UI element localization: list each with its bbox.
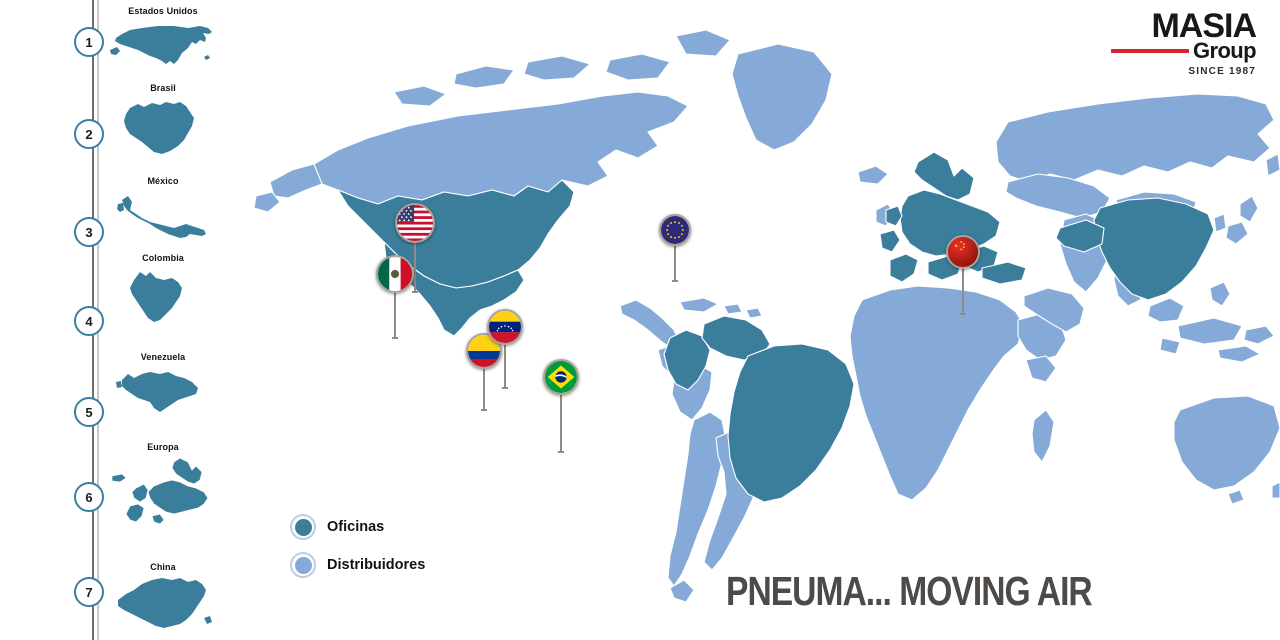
timeline-number-3[interactable]: 3 [74,217,104,247]
legend-label-oficinas: Oficinas [327,519,385,535]
usa-shape-icon [108,20,218,74]
timeline-number-1[interactable]: 1 [74,27,104,57]
timeline-label-2: Brasil [150,83,176,93]
china-shape-icon [108,574,218,634]
timeline-number-2[interactable]: 2 [74,119,104,149]
timeline-label-3: México [147,176,179,186]
logo-red-bar [1111,49,1189,54]
legend-item-oficinas[interactable]: Oficinas [290,508,425,546]
timeline-number-5[interactable]: 5 [74,397,104,427]
venezuela-flag-pin[interactable] [487,309,523,389]
logo-since-text: SINCE 1987 [1188,66,1256,78]
europe-shape-icon [108,454,218,528]
office-regions [337,151,1215,503]
usa-flag-icon [397,205,433,241]
china-flag-icon [948,237,978,267]
mexico-shape-icon [108,190,218,248]
timeline-label-4: Colombia [142,253,184,263]
timeline-number-7[interactable]: 7 [74,577,104,607]
brazil-flag-pin[interactable] [543,359,579,453]
timeline-number-6[interactable]: 6 [74,482,104,512]
brazil-shape-icon [108,96,218,158]
venezuela-flag-icon [489,311,521,343]
world-map-svg [253,29,1280,603]
world-map [218,0,1280,640]
logo-wordmark: MASIA [1151,7,1257,45]
filled-circle-icon-oficinas [290,514,316,540]
country-timeline-sidebar: Estados Unidos 1 Brasil 2 México 3 Colom… [0,0,220,640]
timeline-label-7: China [150,562,176,572]
timeline-label-5: Venezuela [140,352,186,362]
europe-flag-pin[interactable] [659,214,691,282]
timeline-label-6: Europa [147,442,179,452]
distributor-regions [253,29,1280,603]
timeline-label-1: Estados Unidos [128,6,198,16]
brazil-flag-icon [545,361,577,393]
legend-item-distribuidores[interactable]: Distribuidores [290,546,425,584]
map-legend: Oficinas Distribuidores [290,508,425,584]
usa-flag-pin[interactable] [395,203,435,293]
timeline-number-4[interactable]: 4 [74,306,104,336]
logo-group-text: Group [1193,38,1257,64]
legend-label-distribuidores: Distribuidores [327,557,426,573]
china-flag-pin[interactable] [946,235,980,315]
colombia-shape-icon [108,266,218,326]
venezuela-shape-icon [108,364,218,426]
filled-circle-icon-distribuidores [290,552,316,578]
mexico-flag-icon [378,257,412,291]
tagline: PNEUMA... MOVING AIR [726,568,1093,614]
eu-flag-icon [661,216,689,244]
masia-group-logo: MASIA Group SINCE 1987 [1076,7,1257,78]
mexico-flag-pin[interactable] [376,255,414,339]
